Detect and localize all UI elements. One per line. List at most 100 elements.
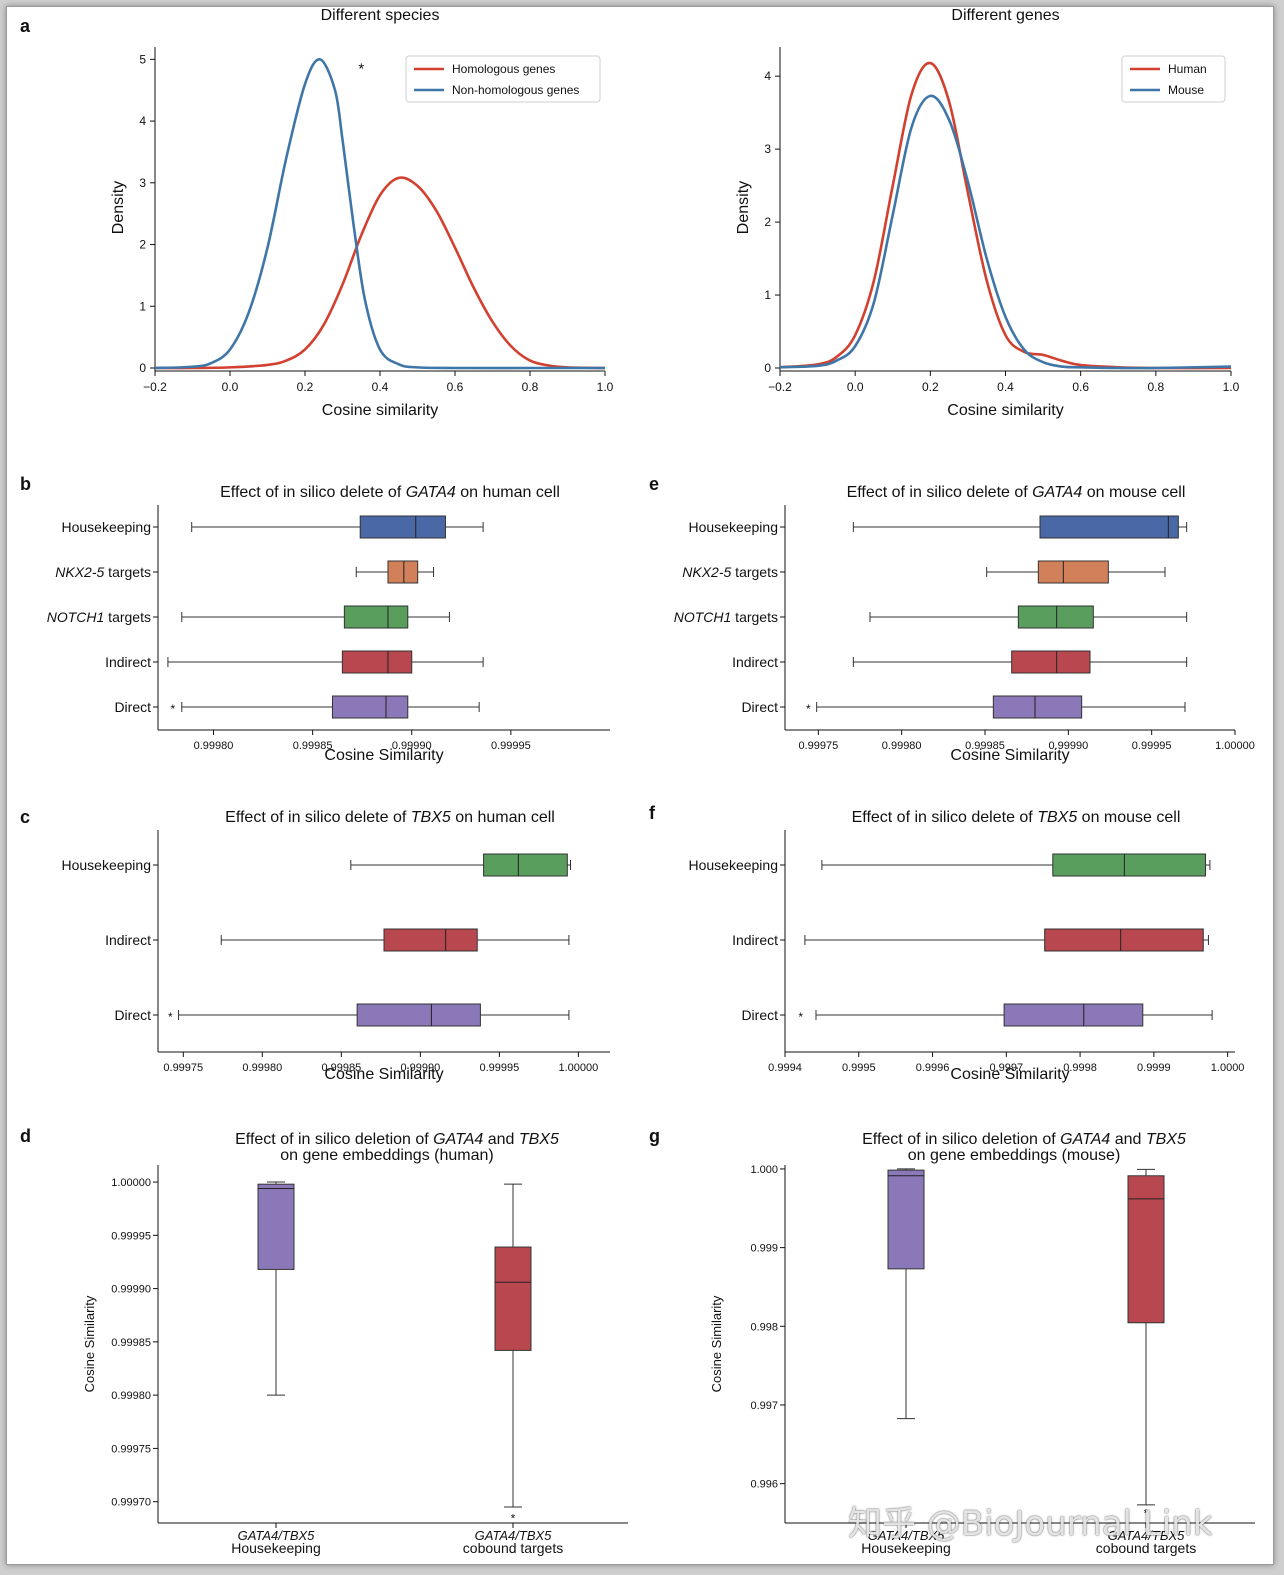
f-x-tick-label: 0.9998 xyxy=(1063,1062,1097,1074)
g-title: Effect of in silico deletion of GATA4 an… xyxy=(862,1131,1186,1148)
b-category-label: Direct xyxy=(114,699,151,715)
b-category-label-part-0: NOTCH1 xyxy=(47,609,105,625)
e-category-label-part-0: NKX2-5 xyxy=(682,564,731,580)
a-left-x-tick-label: 0.0 xyxy=(222,380,239,394)
f-category-label: Direct xyxy=(741,1007,778,1023)
a-right-x-tick-label: 0.2 xyxy=(922,380,939,394)
c-x-tick-label: 0.99995 xyxy=(479,1062,519,1074)
f-title-part-0: Effect of in silico delete of xyxy=(852,809,1038,826)
c-box xyxy=(356,1003,481,1027)
a-left-y-tick-label: 1 xyxy=(139,299,146,313)
b-outlier-marker: * xyxy=(170,702,175,716)
d-y-tick-label: 0.99990 xyxy=(111,1284,151,1296)
a-left-y-tick-label: 0 xyxy=(139,361,146,375)
c-title: Effect of in silico delete of TBX5 on hu… xyxy=(225,809,555,826)
figure-frame xyxy=(6,6,1274,1565)
b-category-label-part-1: targets xyxy=(104,609,151,625)
a-right-x-tick-label: 0.4 xyxy=(997,380,1014,394)
e-outlier-marker: * xyxy=(806,702,811,716)
d-category-label-italic: GATA4/TBX5 xyxy=(475,1528,553,1543)
e-category-label: Direct xyxy=(741,699,778,715)
c-title-part-0: Effect of in silico delete of xyxy=(225,809,411,826)
a-right-legend-label: Human xyxy=(1168,62,1207,76)
f-x-tick-label: 0.9996 xyxy=(916,1062,950,1074)
d-y-label: Cosine Similarity xyxy=(82,1295,97,1392)
d-title-part-0: Effect of in silico deletion of xyxy=(235,1131,433,1148)
g-y-tick-label: 0.996 xyxy=(750,1479,778,1491)
g-title-line2: on gene embeddings (mouse) xyxy=(908,1147,1121,1164)
a-right-x-label: Cosine similarity xyxy=(947,402,1063,419)
a-right-title: Different genes xyxy=(951,7,1059,24)
a-left-series-line-0 xyxy=(154,176,606,370)
a-left-legend-label: Homologous genes xyxy=(452,62,555,76)
e-x-tick-label: 0.99975 xyxy=(798,740,838,752)
b-title: Effect of in silico delete of GATA4 on h… xyxy=(220,484,560,501)
a-left-y-tick-label: 5 xyxy=(139,52,146,66)
g-y-label: Cosine Similarity xyxy=(709,1295,724,1392)
panel-label-g: g xyxy=(649,1126,660,1146)
e-box xyxy=(992,695,1083,719)
g-category-label-italic: GATA4/TBX5 xyxy=(1108,1528,1186,1543)
panel-label-d: d xyxy=(20,1126,31,1146)
f-category-label: Housekeeping xyxy=(688,857,778,873)
a-right-y-tick-label: 2 xyxy=(764,215,771,229)
g-title-part-1: GATA4 xyxy=(1060,1131,1110,1148)
d-outlier-marker: * xyxy=(511,1511,516,1525)
a-right-x-tick-label: 0.8 xyxy=(1147,380,1164,394)
g-category-label: cobound targets xyxy=(1096,1540,1196,1556)
e-x-tick-label: 0.99990 xyxy=(1048,740,1088,752)
a-left-x-tick-label: 1.0 xyxy=(597,380,614,394)
c-title-part-2: on human cell xyxy=(451,809,555,826)
panel-label-b: b xyxy=(20,474,31,494)
f-x-label: Cosine Similarity xyxy=(950,1066,1069,1083)
g-y-tick-label: 1.000 xyxy=(750,1164,778,1176)
a-left-y-tick-label: 3 xyxy=(139,176,146,190)
e-category-label-part-1: targets xyxy=(731,609,778,625)
g-title-part-2: and xyxy=(1110,1131,1146,1148)
g-title-part-3: TBX5 xyxy=(1146,1131,1186,1148)
a-left-x-tick-label: 0.8 xyxy=(522,380,539,394)
f-box xyxy=(1044,928,1204,952)
e-x-tick-label: 0.99995 xyxy=(1132,740,1172,752)
c-outlier-marker: * xyxy=(168,1010,173,1024)
d-y-tick-label: 0.99970 xyxy=(111,1497,151,1509)
f-outlier-marker: * xyxy=(798,1010,803,1024)
e-category-label: Indirect xyxy=(732,654,778,670)
a-right-y-tick-label: 0 xyxy=(764,361,771,375)
a-left-annotation: * xyxy=(358,61,364,78)
a-right-y-label: Density xyxy=(735,181,752,234)
f-box xyxy=(1052,853,1206,877)
e-category-label: NKX2-5 targets xyxy=(682,564,778,580)
e-title: Effect of in silico delete of GATA4 on m… xyxy=(847,484,1186,501)
b-title-part-1: GATA4 xyxy=(406,484,456,501)
f-box xyxy=(1003,1003,1144,1027)
f-title-part-2: on mouse cell xyxy=(1077,809,1180,826)
a-left-x-tick-label: −0.2 xyxy=(143,380,167,394)
a-right-y-tick-label: 1 xyxy=(764,288,771,302)
panel-label-c: c xyxy=(20,807,30,827)
e-x-tick-label: 1.00000 xyxy=(1215,740,1255,752)
d-title-part-1: GATA4 xyxy=(433,1131,483,1148)
d-y-tick-label: 0.99980 xyxy=(111,1390,151,1402)
watermark: 知乎 @BioJournal Link xyxy=(848,1504,1213,1544)
a-left-x-tick-label: 0.2 xyxy=(297,380,314,394)
g-y-tick-label: 0.998 xyxy=(750,1321,778,1333)
e-title-part-2: on mouse cell xyxy=(1082,484,1185,501)
a-right-series-line-0 xyxy=(779,61,1232,370)
e-box xyxy=(1037,560,1109,584)
e-box xyxy=(1011,650,1091,674)
d-box xyxy=(257,1183,295,1270)
g-y-tick-label: 0.999 xyxy=(750,1243,778,1255)
a-left-y-tick-label: 2 xyxy=(139,238,146,252)
b-box xyxy=(359,515,446,539)
e-category-label: Housekeeping xyxy=(688,519,778,535)
d-y-tick-label: 0.99985 xyxy=(111,1337,151,1349)
d-title-line2: on gene embeddings (human) xyxy=(280,1147,493,1164)
a-left-y-label: Density xyxy=(110,181,127,234)
b-x-tick-label: 0.99985 xyxy=(293,740,333,752)
c-title-part-1: TBX5 xyxy=(411,809,451,826)
e-title-part-1: GATA4 xyxy=(1032,484,1082,501)
g-title-part-0: Effect of in silico deletion of xyxy=(862,1131,1060,1148)
b-category-label-part-1: targets xyxy=(104,564,151,580)
